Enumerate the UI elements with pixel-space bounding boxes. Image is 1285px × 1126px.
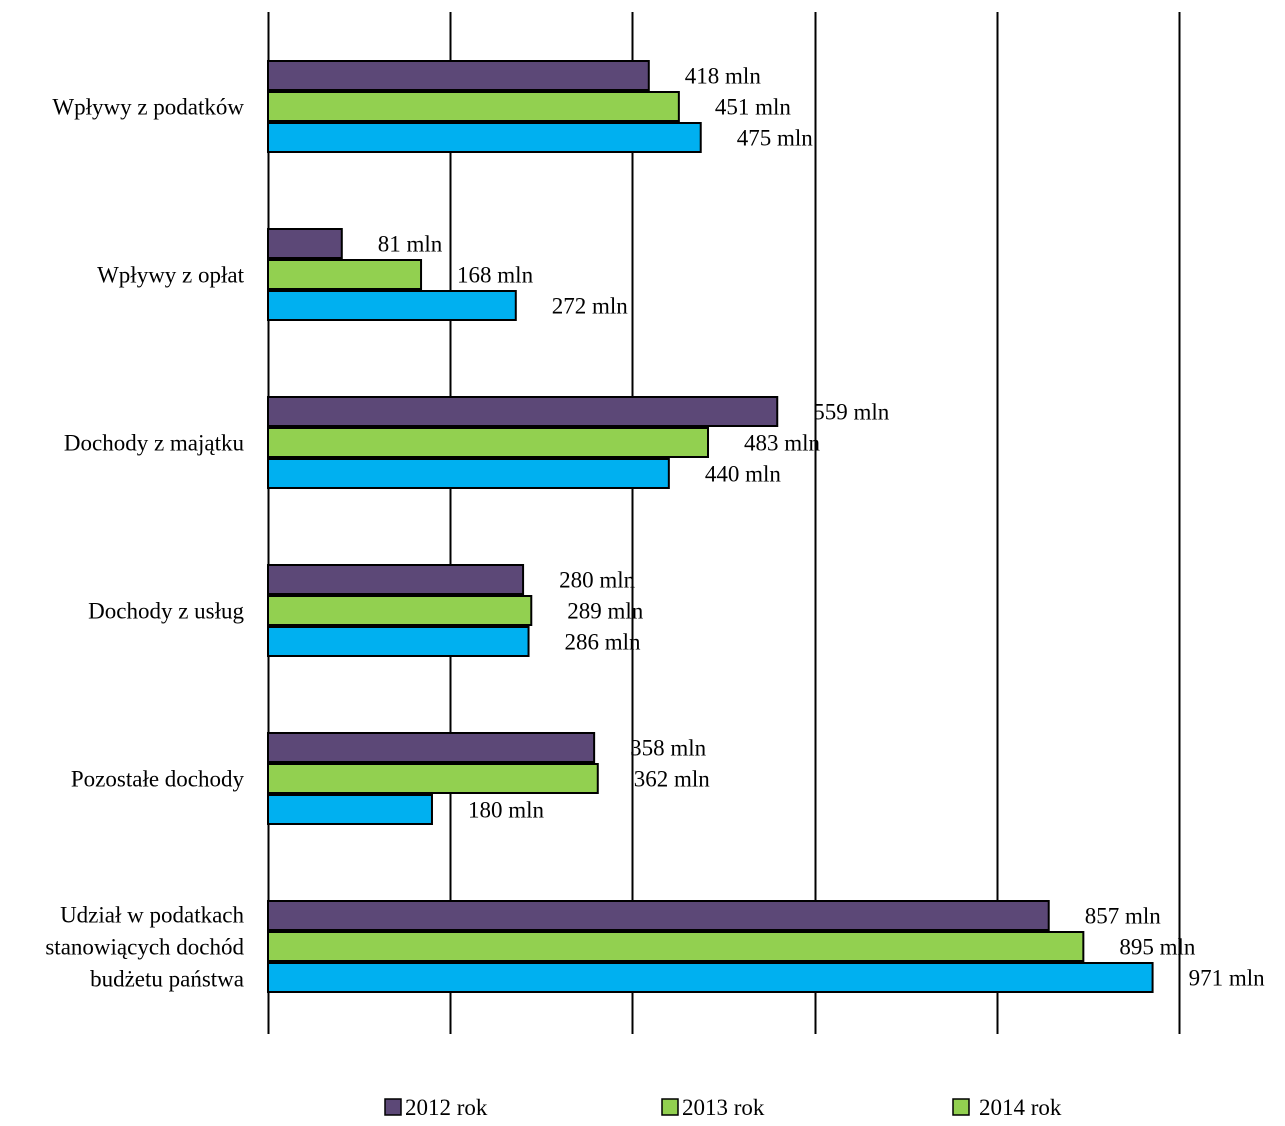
data-label: 971 mln [1189, 966, 1266, 991]
bar [267, 732, 596, 763]
bar [267, 763, 599, 794]
bars [267, 60, 1154, 993]
bar [267, 259, 423, 290]
category-label: Udział w podatkach [60, 903, 244, 928]
data-label: 280 mln [559, 568, 636, 593]
bar [267, 595, 533, 626]
data-label: 358 mln [630, 736, 707, 761]
bar [267, 91, 680, 122]
legend: 2012 rok 2013 rok 2014 rok [384, 1095, 1062, 1120]
data-label: 272 mln [552, 294, 629, 319]
bar [267, 626, 530, 657]
legend-label: 2012 rok [405, 1095, 488, 1120]
data-label: 483 mln [744, 431, 821, 456]
data-label: 895 mln [1119, 935, 1196, 960]
legend-label: 2013 rok [682, 1095, 765, 1120]
bar [267, 290, 517, 321]
bar [267, 396, 779, 427]
data-label: 180 mln [468, 798, 545, 823]
legend-label: 2014 rok [979, 1095, 1062, 1120]
data-label: 475 mln [737, 126, 814, 151]
bar [267, 962, 1154, 993]
bar [267, 564, 525, 595]
category-label: Dochody z majątku [64, 431, 245, 456]
category-label: budżetu państwa [90, 967, 244, 992]
bar [267, 458, 670, 489]
category-labels: Wpływy z podatków Wpływy z opłat Dochody z… [45, 95, 244, 992]
data-label: 857 mln [1085, 904, 1162, 929]
data-label: 289 mln [567, 599, 644, 624]
gridlines [267, 12, 1181, 1034]
data-label: 362 mln [634, 767, 711, 792]
data-label: 286 mln [565, 630, 642, 655]
data-label: 81 mln [378, 232, 443, 257]
bar [267, 122, 702, 153]
data-label: 440 mln [705, 462, 782, 487]
data-label: 418 mln [685, 64, 762, 89]
legend-swatch [952, 1098, 970, 1116]
bar [267, 228, 343, 259]
category-label: Wpływy z opłat [97, 263, 245, 288]
bar [267, 427, 710, 458]
legend-swatch [384, 1098, 402, 1116]
legend-swatch [661, 1098, 679, 1116]
data-label: 451 mln [715, 95, 792, 120]
bar [267, 931, 1085, 962]
bar [267, 900, 1050, 931]
category-label: Pozostałe dochody [71, 767, 245, 792]
category-label: Dochody z usług [88, 599, 244, 624]
category-label: stanowiących dochód [45, 935, 244, 960]
data-label: 559 mln [813, 400, 890, 425]
bar [267, 60, 650, 91]
bar [267, 794, 433, 825]
data-label: 168 mln [457, 263, 534, 288]
value-labels: 418 mln 451 mln 475 mln 81 mln 168 mln 272 ml… [378, 64, 1265, 991]
category-label: Wpływy z podatków [52, 95, 244, 120]
